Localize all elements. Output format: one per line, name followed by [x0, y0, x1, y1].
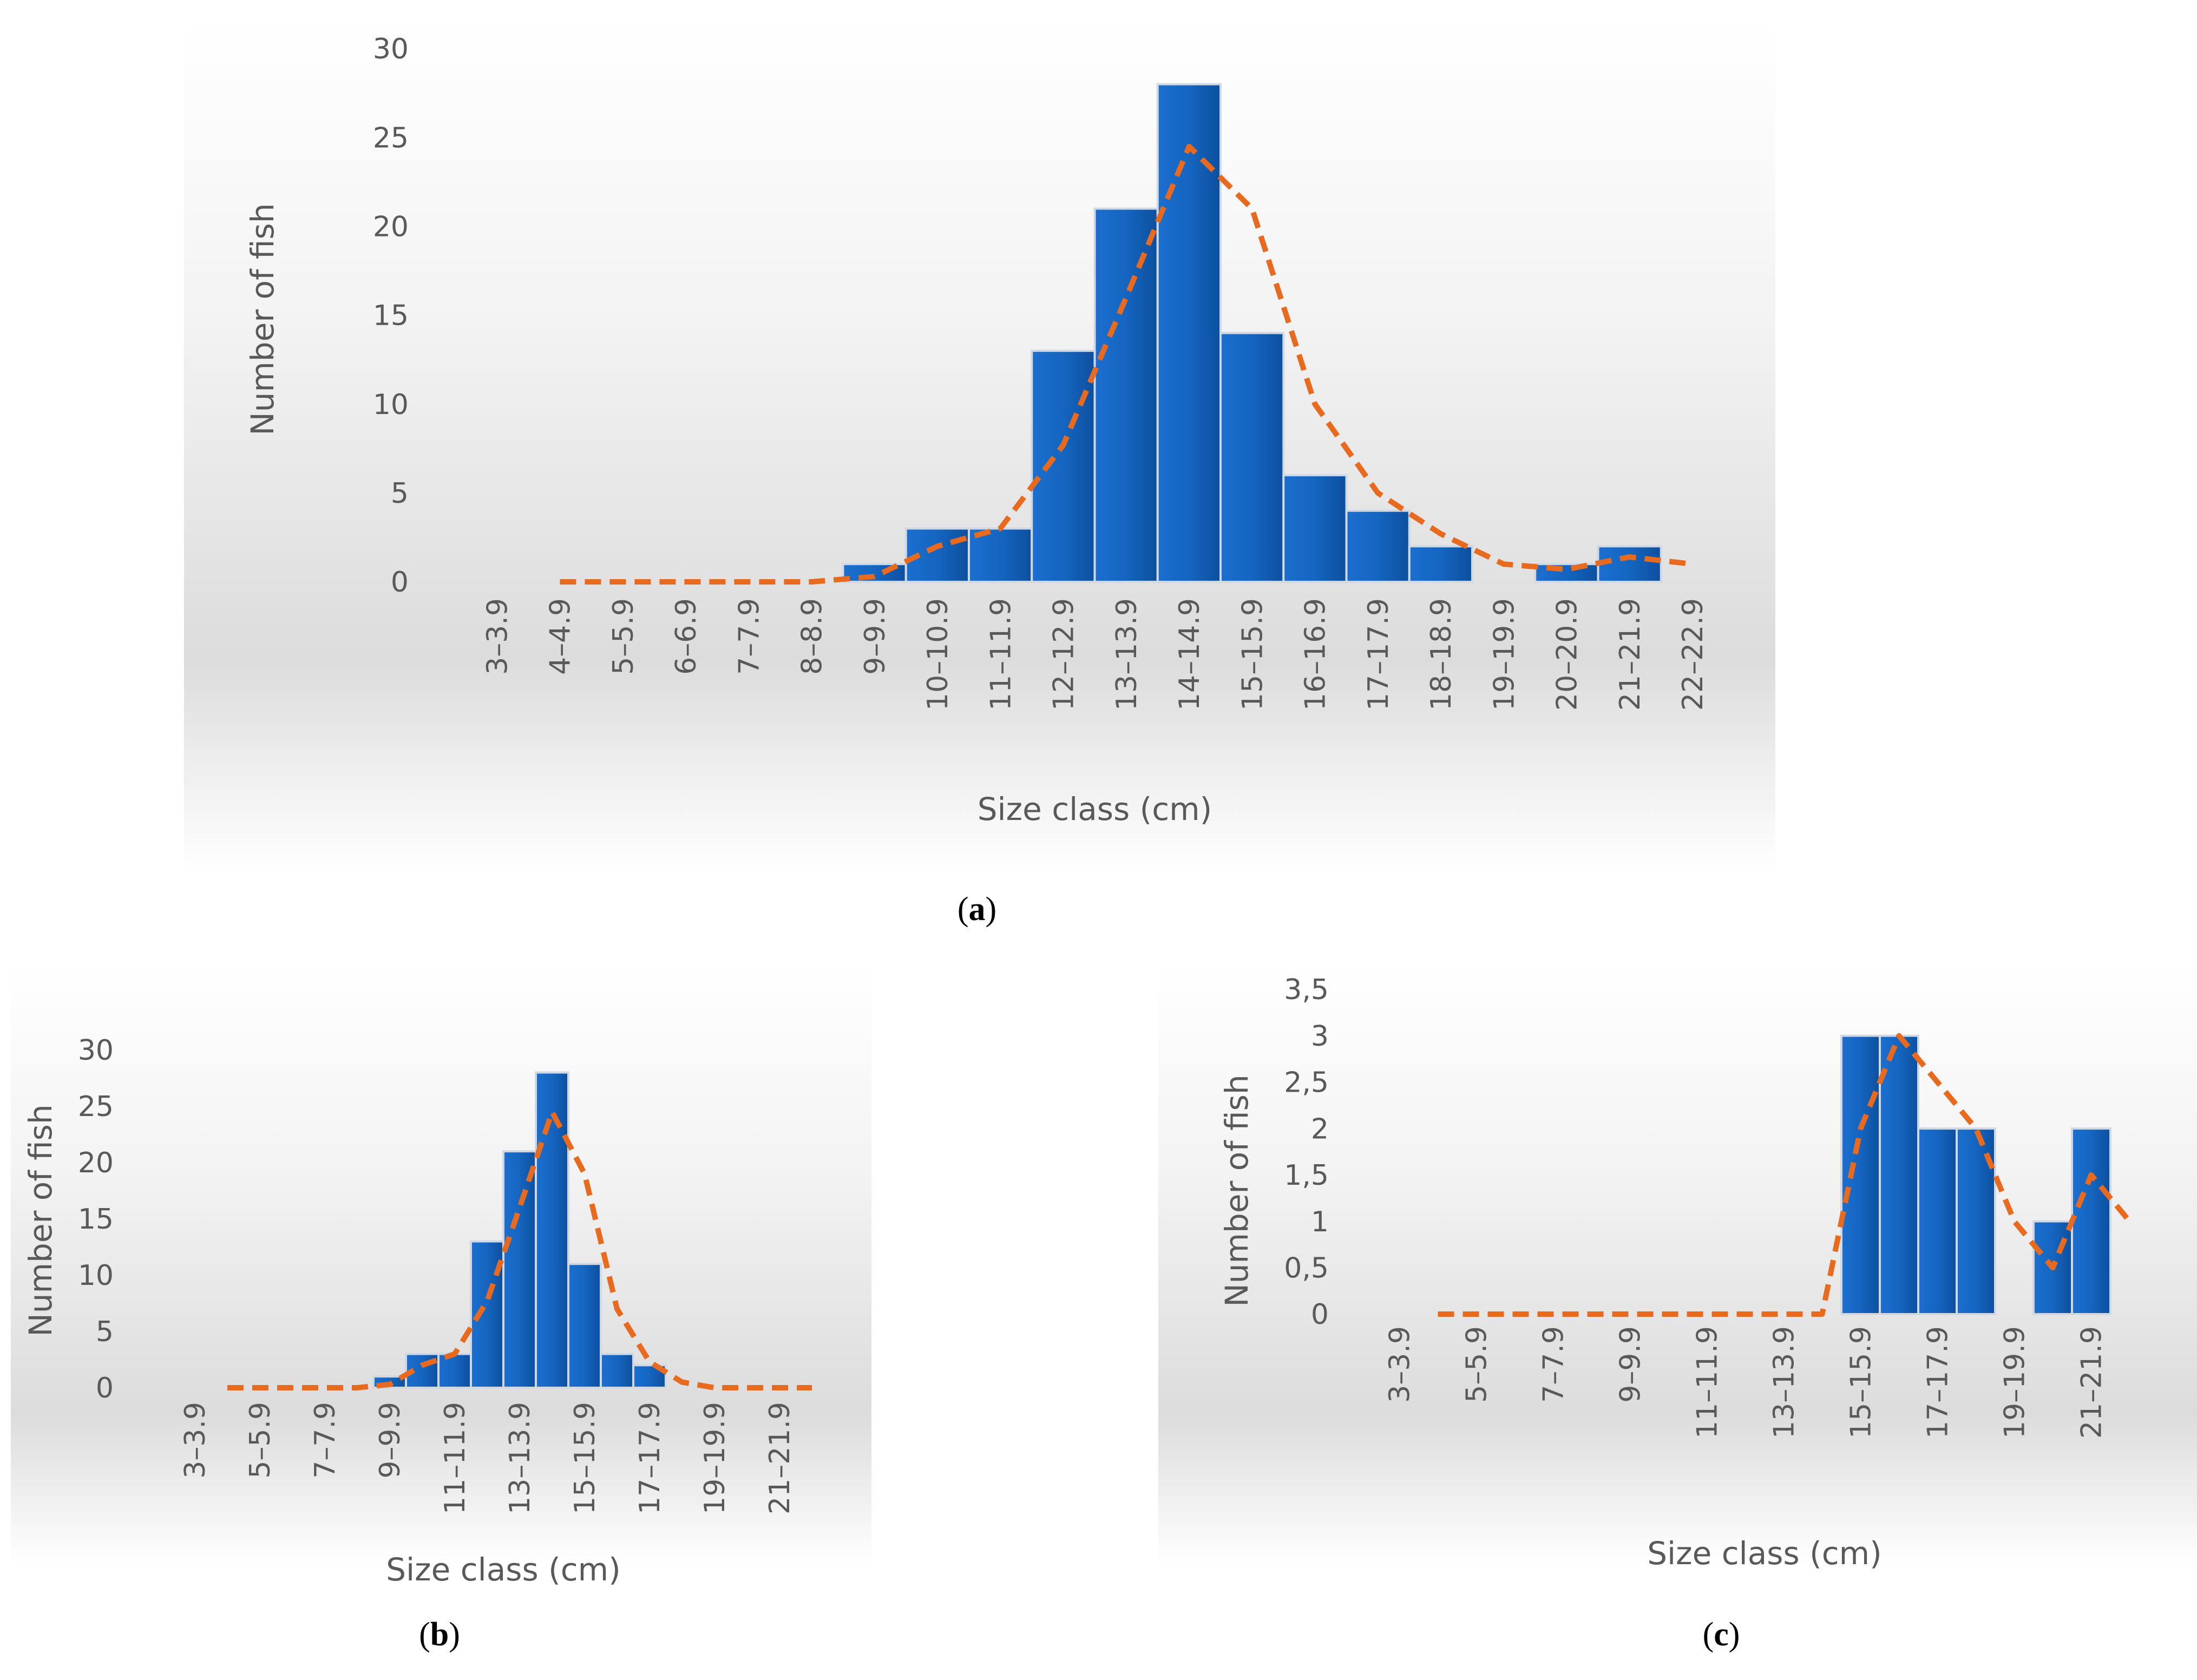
y-tick-label: 10 — [78, 1259, 114, 1292]
x-tick-label: 11–11.9 — [985, 598, 1017, 711]
x-tick-label: 22–22.9 — [1677, 598, 1709, 711]
trend-line — [1438, 1033, 2132, 1317]
caption-a: (a) — [957, 891, 997, 928]
y-tick-label: 0 — [1311, 1298, 1329, 1331]
x-tick-label: 13–13.9 — [504, 1402, 536, 1514]
x-tick-label: 21–21.9 — [1614, 598, 1647, 711]
x-axis-title: Size class (cm) — [978, 791, 1212, 828]
x-tick-label: 21–21.9 — [764, 1402, 796, 1514]
caption-b: (b) — [419, 1616, 460, 1653]
x-tick-label: 12–12.9 — [1048, 598, 1080, 711]
x-tick-label: 5–5.9 — [607, 598, 640, 675]
y-tick-label: 0,5 — [1284, 1252, 1329, 1284]
x-tick-label: 19–19.9 — [699, 1402, 731, 1514]
y-tick-label: 30 — [373, 33, 409, 65]
y-tick-label: 25 — [78, 1091, 114, 1123]
x-tick-label: 20–20.9 — [1551, 598, 1584, 711]
x-tick-label: 3–3.9 — [481, 598, 514, 675]
bar-21–21.9 — [2071, 1127, 2111, 1315]
y-tick-label: 5 — [96, 1316, 114, 1348]
x-tick-label: 17–17.9 — [634, 1402, 666, 1514]
x-tick-label: 3–3.9 — [1384, 1326, 1416, 1403]
x-tick-label: 15–15.9 — [569, 1402, 601, 1514]
x-tick-label: 21–21.9 — [2076, 1326, 2108, 1439]
x-axis-title: Size class (cm) — [386, 1551, 621, 1586]
bar-15–15.9 — [567, 1263, 602, 1389]
bar-17–17.9 — [1345, 509, 1411, 583]
x-axis-title: Size class (cm) — [1647, 1535, 1882, 1572]
bar-15–15.9 — [1219, 332, 1285, 583]
bar-17–17.9 — [1917, 1127, 1958, 1315]
bar-13–13.9 — [502, 1150, 537, 1389]
chart-c: 0 0,5 1 1,5 2 2,5 3 3,5 3–3.9 5–5.9 7–7.9 9–9.9 11–1… — [1158, 963, 2197, 1572]
bar-15–15.9 — [1840, 1034, 1881, 1315]
x-tick-label: 8–8.9 — [796, 598, 829, 675]
bar-14–14.9 — [1156, 83, 1222, 583]
bar-16–16.9 — [1282, 474, 1348, 583]
x-tick-label: 15–15.9 — [1236, 598, 1269, 711]
x-tick-label: 11–11.9 — [439, 1402, 471, 1514]
y-tick-label: 10 — [373, 389, 409, 421]
x-tick-label: 15–15.9 — [1845, 1326, 1878, 1439]
caption-c: (c) — [1702, 1616, 1740, 1653]
plot-background — [184, 22, 1775, 871]
y-tick-label: 1,5 — [1284, 1159, 1329, 1192]
y-tick-label: 2,5 — [1284, 1067, 1329, 1099]
bar-16–16.9 — [1879, 1034, 1919, 1315]
y-tick-label: 3,5 — [1284, 974, 1329, 1006]
x-tick-label: 10–10.9 — [922, 598, 954, 711]
x-tick-label: 9–9.9 — [1615, 1326, 1647, 1403]
bar-11–11.9 — [437, 1353, 472, 1389]
bar-20–20.9 — [1534, 563, 1599, 583]
plot-background — [1158, 963, 2197, 1564]
y-axis-title: Number of fish — [244, 203, 281, 435]
x-tick-label: 5–5.9 — [244, 1402, 277, 1479]
x-tick-label: 7–7.9 — [309, 1402, 342, 1479]
x-tick-label: 9–9.9 — [374, 1402, 406, 1479]
y-tick-label: 25 — [373, 122, 409, 154]
y-tick-label: 2 — [1311, 1113, 1329, 1145]
trend-line — [560, 143, 1693, 585]
y-tick-label: 5 — [391, 477, 409, 510]
chart-b: 0 5 10 15 20 25 30 3–3.9 5–5.9 7–7.9 9–9.9 11–11.9 1… — [11, 963, 871, 1586]
chart-a: 0 5 10 15 20 25 30 3–3.9 4–4.9 5–5.9 6–6.9 7–7.9 8–8… — [184, 22, 1775, 871]
x-tick-label: 3–3.9 — [179, 1402, 212, 1479]
plot-background — [11, 963, 871, 1564]
x-tick-label: 7–7.9 — [1538, 1326, 1570, 1403]
y-tick-label: 20 — [78, 1147, 114, 1179]
x-tick-label: 11–11.9 — [1691, 1326, 1724, 1439]
y-tick-label: 0 — [96, 1372, 114, 1405]
y-tick-label: 0 — [391, 566, 409, 599]
x-tick-label: 17–17.9 — [1362, 598, 1395, 711]
bar-12–12.9 — [1031, 350, 1096, 583]
y-axis-title: Number of fish — [22, 1104, 59, 1336]
bar-13–13.9 — [1093, 207, 1159, 583]
x-tick-label: 4–4.9 — [545, 598, 577, 675]
x-tick-label: 16–16.9 — [1300, 598, 1332, 711]
bar-21–21.9 — [1597, 545, 1662, 583]
x-tick-label: 14–14.9 — [1173, 598, 1206, 711]
x-tick-label: 7–7.9 — [733, 598, 765, 675]
x-tick-label: 18–18.9 — [1425, 598, 1458, 711]
x-tick-label: 9–9.9 — [859, 598, 891, 675]
x-tick-label: 17–17.9 — [1922, 1326, 1955, 1439]
y-tick-label: 1 — [1311, 1206, 1329, 1238]
y-tick-label: 30 — [78, 1034, 114, 1067]
x-tick-label: 5–5.9 — [1461, 1326, 1493, 1403]
x-tick-label: 6–6.9 — [670, 598, 703, 675]
bar-16–16.9 — [600, 1353, 634, 1389]
x-tick-label: 13–13.9 — [1111, 598, 1143, 711]
y-axis-title: Number of fish — [1218, 1074, 1255, 1307]
bar-18–18.9 — [1408, 545, 1473, 583]
bar-14–14.9 — [535, 1071, 569, 1389]
x-tick-label: 19–19.9 — [1999, 1326, 2031, 1439]
y-tick-label: 15 — [78, 1203, 114, 1236]
x-tick-label: 13–13.9 — [1768, 1326, 1801, 1439]
y-tick-label: 15 — [373, 300, 409, 332]
y-tick-label: 3 — [1311, 1020, 1329, 1053]
x-tick-label: 19–19.9 — [1488, 598, 1520, 711]
y-tick-label: 20 — [373, 211, 409, 244]
